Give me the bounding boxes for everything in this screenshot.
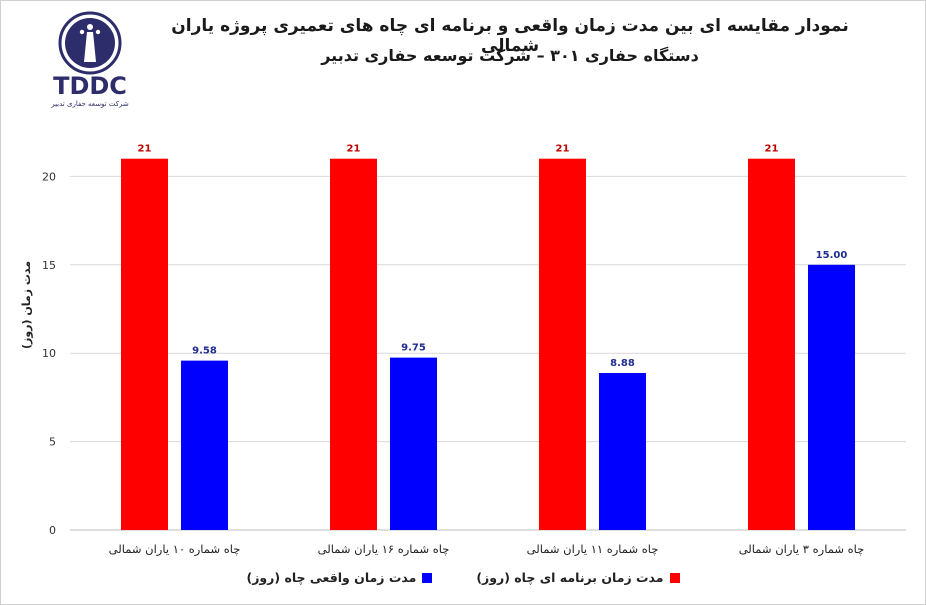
y-tick-label: 0 [49, 524, 56, 537]
legend: مدت زمان برنامه ای چاه (روز) مدت زمان وا… [0, 570, 926, 585]
x-tick-label: چاه شماره ۱۱ یاران شمالی [527, 542, 659, 557]
chart-title: نمودار مقایسه ای بین مدت زمان واقعی و بر… [171, 16, 849, 56]
logo-ring [58, 11, 122, 75]
bar-planned [748, 158, 795, 530]
company-logo: TDDC شرکت توسعه حفاری تدبیر [50, 11, 129, 108]
x-tick-label: چاه شماره ۳ یاران شمالی [739, 542, 865, 557]
data-label-planned: 21 [138, 144, 152, 155]
data-label-actual: 15.00 [816, 250, 848, 261]
logo-tagline: شرکت توسعه حفاری تدبیر [50, 100, 129, 108]
derrick-icon [84, 32, 96, 62]
legend-swatch-planned [669, 572, 680, 583]
bar-actual [599, 373, 646, 530]
data-labels: 21 15.00 21 8.88 21 9.75 21 9.58 [138, 144, 848, 369]
x-axis-ticks: چاه شماره ۳ یاران شمالی چاه شماره ۱۱ یارا… [109, 542, 865, 557]
legend-item-planned: مدت زمان برنامه ای چاه (روز) [476, 570, 680, 585]
bar-planned [121, 158, 168, 530]
legend-item-actual: مدت زمان واقعی چاه (روز) [247, 570, 433, 585]
bar-actual [808, 264, 855, 530]
bar-planned [539, 158, 586, 530]
data-label-planned: 21 [556, 144, 570, 155]
data-label-planned: 21 [347, 144, 361, 155]
bars [121, 158, 855, 530]
y-tick-label: 5 [49, 436, 56, 449]
data-label-actual: 9.75 [401, 343, 426, 354]
y-tick-label: 10 [42, 347, 56, 360]
data-label-actual: 8.88 [610, 358, 635, 369]
bar-planned [330, 158, 377, 530]
x-tick-label: چاه شماره ۱۰ یاران شمالی [109, 542, 241, 557]
y-axis-label: مدت زمان (روز) [20, 261, 33, 349]
data-label-actual: 9.58 [192, 346, 217, 357]
bar-actual [181, 360, 228, 530]
logo-text: TDDC [53, 72, 127, 100]
y-axis-ticks: 0 5 10 15 20 [42, 170, 56, 537]
legend-label-planned: مدت زمان برنامه ای چاه (روز) [476, 570, 664, 585]
y-tick-label: 20 [42, 170, 56, 183]
data-label-planned: 21 [765, 144, 779, 155]
bar-actual [390, 357, 437, 530]
y-tick-label: 15 [42, 259, 56, 272]
legend-swatch-actual [422, 572, 433, 583]
chart-subtitle: دستگاه حفاری ۳۰۱ – شرکت توسعه حفاری تدبی… [321, 46, 699, 65]
legend-label-actual: مدت زمان واقعی چاه (روز) [246, 570, 417, 585]
x-tick-label: چاه شماره ۱۶ یاران شمالی [318, 542, 450, 557]
